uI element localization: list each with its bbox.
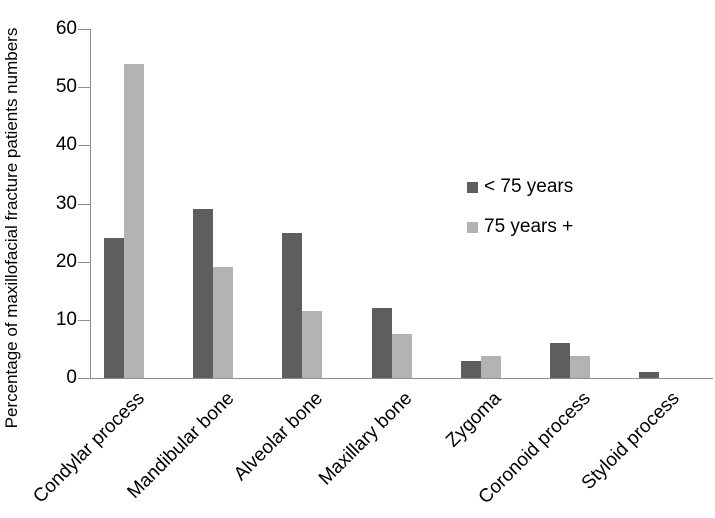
y-tick-label: 0 bbox=[66, 367, 77, 388]
bar-under-75 bbox=[193, 209, 214, 378]
legend-label-75-plus: 75 years + bbox=[484, 216, 574, 237]
bar-under-75 bbox=[460, 360, 481, 378]
y-tick-label: 30 bbox=[55, 193, 77, 214]
bar-under-75 bbox=[371, 308, 392, 378]
legend-swatch-75-plus bbox=[467, 221, 478, 233]
legend-swatch-under-75 bbox=[467, 181, 478, 193]
x-axis-label: Maxillary bone bbox=[314, 388, 417, 490]
y-tick-label: 40 bbox=[55, 134, 77, 155]
legend-label-under-75: < 75 years bbox=[484, 176, 574, 197]
y-tick-label: 50 bbox=[55, 76, 77, 97]
y-tick-mark bbox=[78, 87, 90, 88]
y-tick-mark bbox=[78, 262, 90, 263]
y-tick-mark bbox=[78, 29, 90, 30]
bar-under-75 bbox=[639, 372, 660, 378]
legend-item-75-plus: 75 years + bbox=[467, 215, 573, 239]
bar-75-plus bbox=[213, 267, 234, 378]
y-tick-mark bbox=[78, 320, 90, 321]
y-tick-mark bbox=[78, 378, 90, 379]
bar-75-plus bbox=[480, 356, 501, 378]
bar-under-75 bbox=[104, 238, 124, 378]
y-tick-label: 20 bbox=[55, 251, 77, 272]
y-axis-line bbox=[90, 29, 91, 378]
y-tick-label: 10 bbox=[55, 309, 77, 330]
bar-75-plus bbox=[302, 311, 323, 378]
y-tick-label: 60 bbox=[55, 18, 77, 39]
bar-under-75 bbox=[550, 343, 570, 378]
bar-75-plus bbox=[391, 334, 412, 378]
legend: < 75 years 75 years + bbox=[467, 175, 573, 255]
y-tick-mark bbox=[78, 204, 90, 205]
legend-item-under-75: < 75 years bbox=[467, 175, 573, 199]
bar-under-75 bbox=[282, 232, 303, 378]
y-tick-mark bbox=[78, 145, 90, 146]
y-axis-title: Percentage of maxillofacial fracture pat… bbox=[2, 27, 21, 429]
x-axis-label: Zygoma bbox=[442, 388, 506, 452]
bar-75-plus bbox=[124, 63, 144, 378]
bar-75-plus bbox=[570, 356, 590, 378]
x-axis-line bbox=[90, 378, 713, 379]
x-axis-label: Alveolar bone bbox=[230, 388, 328, 486]
